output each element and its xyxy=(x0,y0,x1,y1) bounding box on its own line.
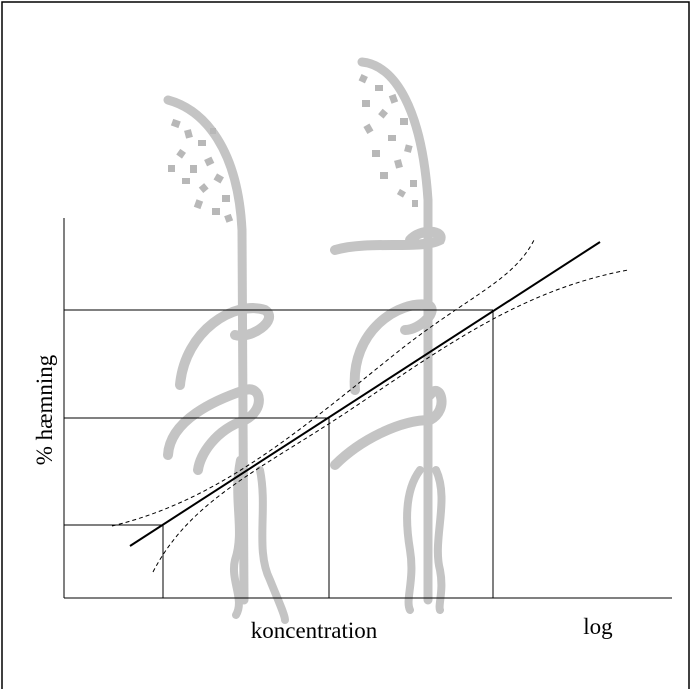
y-axis-label: % hæmning xyxy=(32,354,57,465)
frame xyxy=(2,2,689,689)
diagram: % hæmning koncentration log xyxy=(0,0,692,689)
plant-illustration xyxy=(168,100,285,620)
x-axis-label: koncentration xyxy=(251,618,378,643)
x-axis-scale-label: log xyxy=(583,614,613,639)
plant-illustration xyxy=(335,62,442,610)
regression-line xyxy=(130,242,600,546)
